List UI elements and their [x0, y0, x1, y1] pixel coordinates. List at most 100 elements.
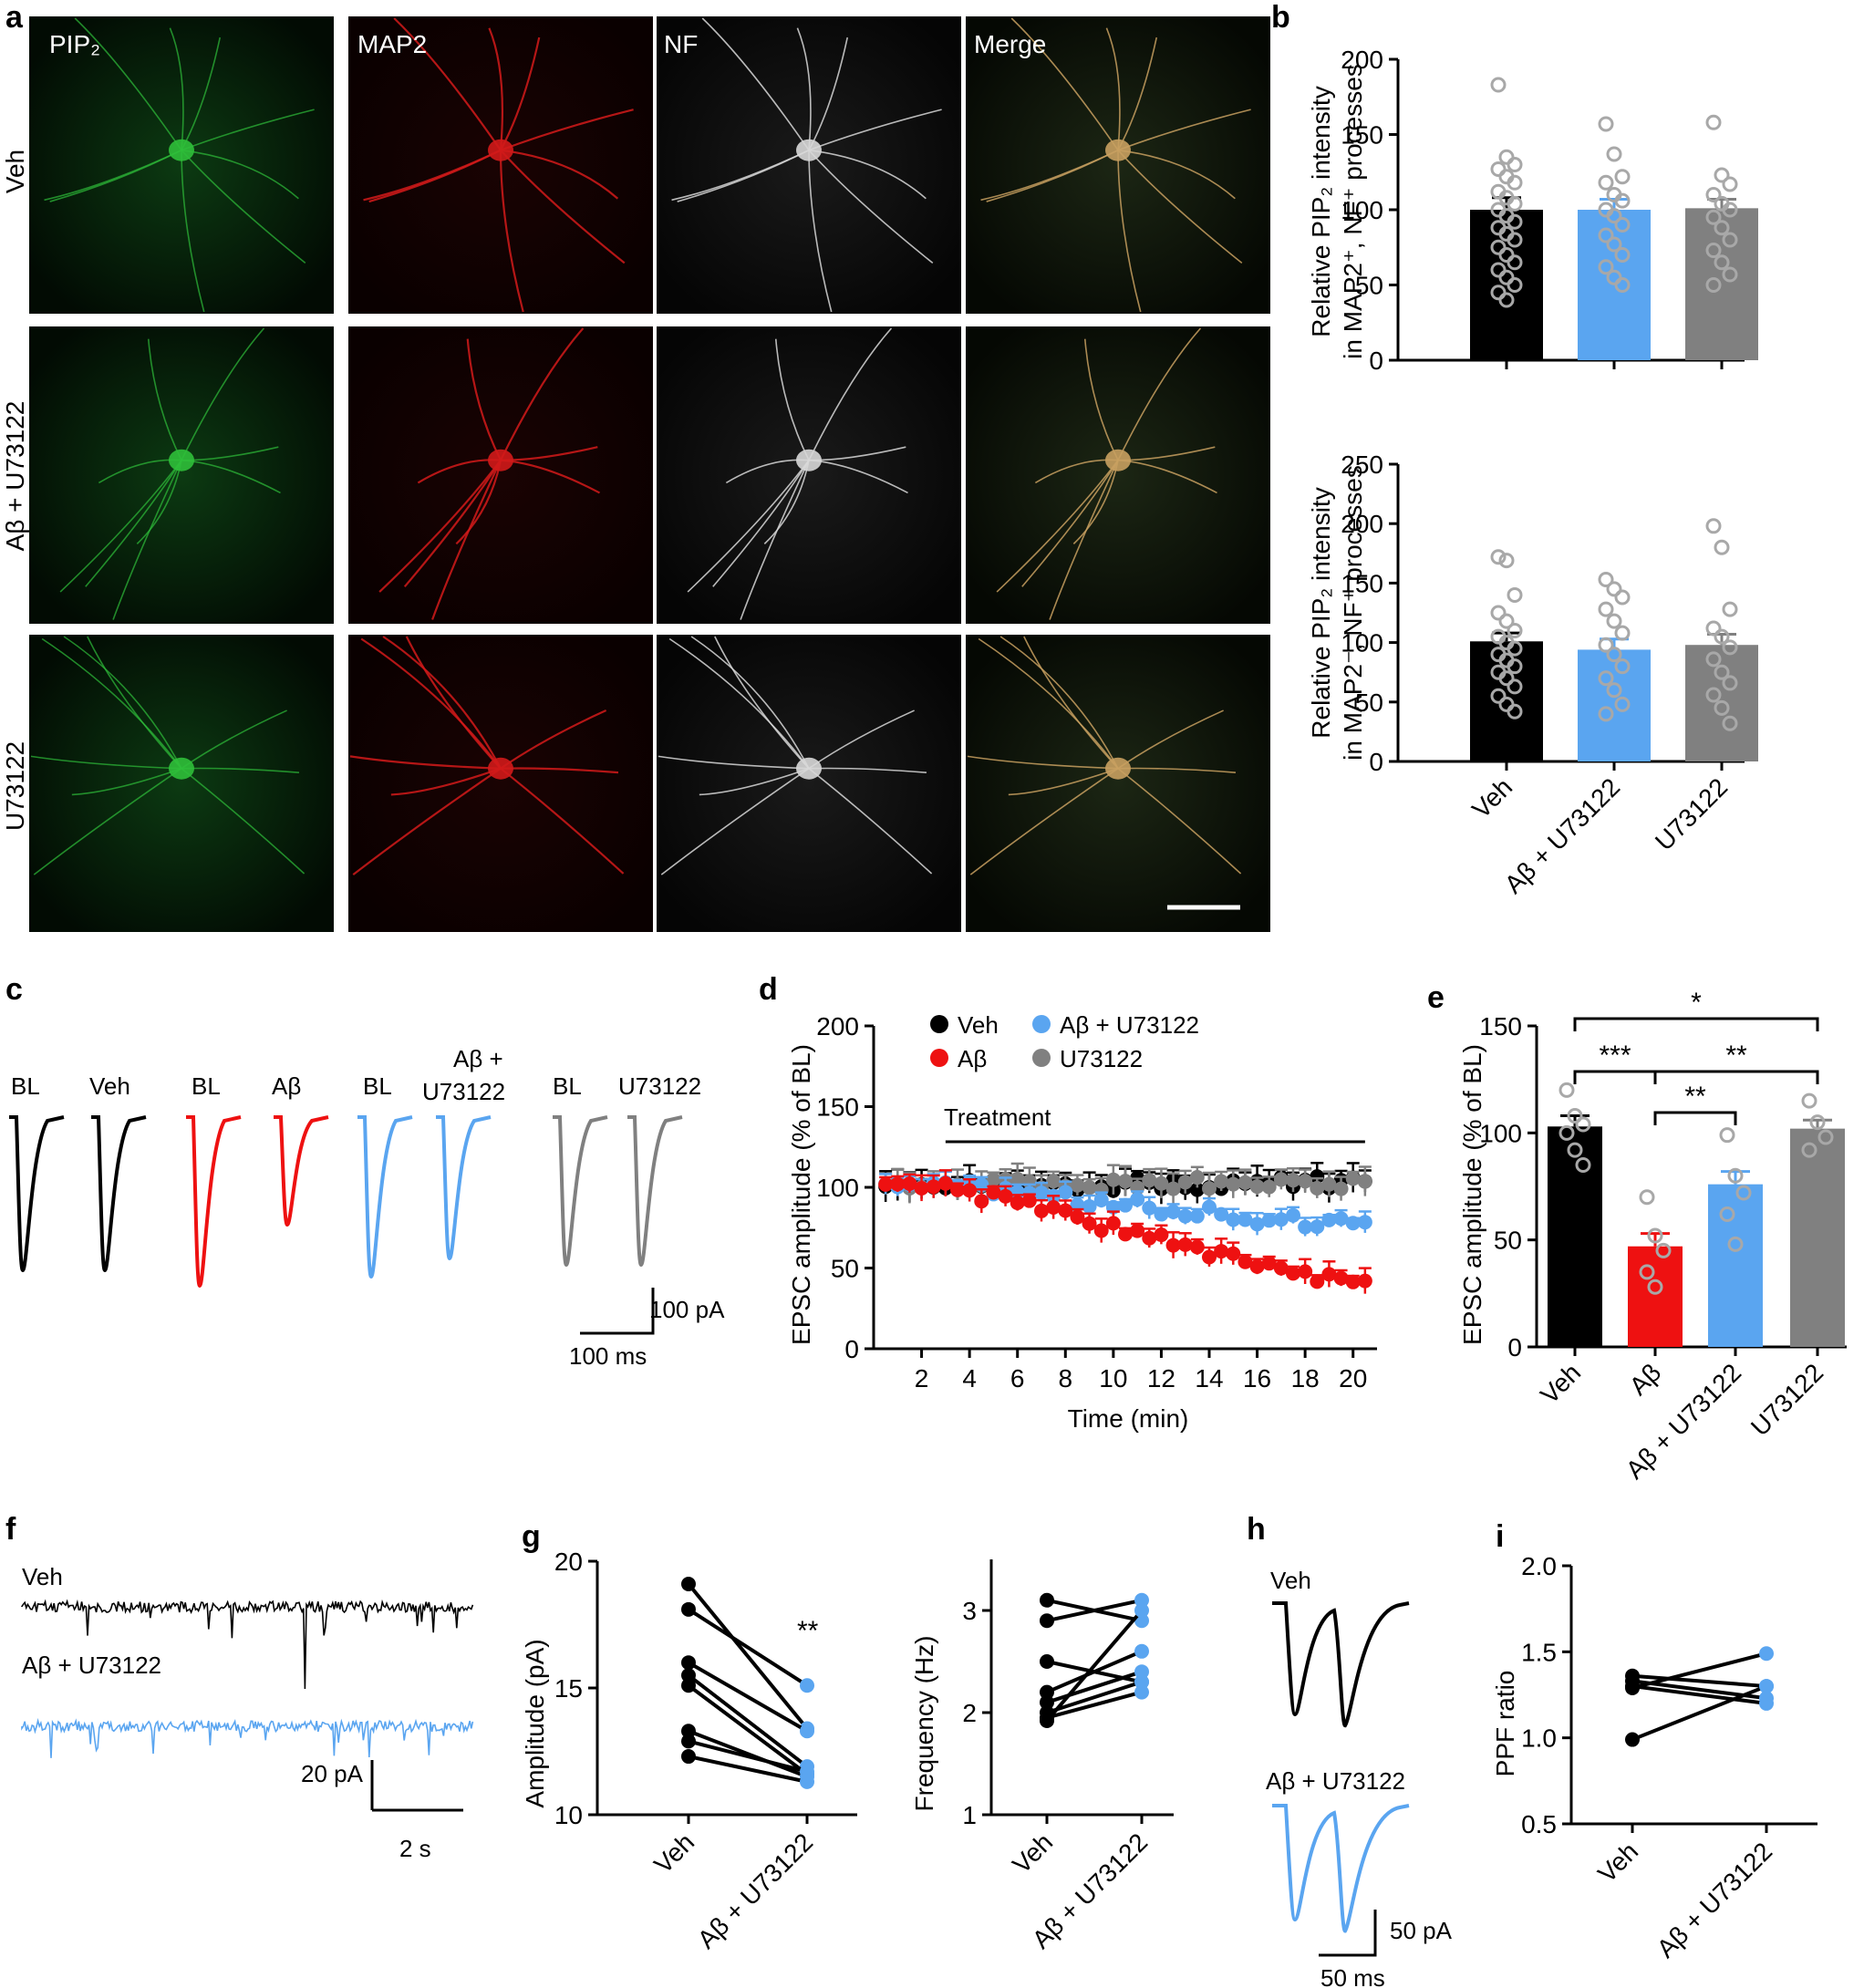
bar	[1548, 1126, 1602, 1347]
data-point	[1507, 195, 1523, 212]
c-tx-label-2: Aβ	[272, 1072, 301, 1100]
b-top-ylabel-1: Relative PIP₂ intensity	[1307, 86, 1335, 337]
data-point	[1261, 1213, 1277, 1228]
data-point	[1040, 1694, 1054, 1710]
significance-label: **	[1725, 1041, 1747, 1071]
data-point	[1606, 146, 1622, 162]
panel-letter-b: b	[1271, 0, 1290, 35]
neurite	[712, 460, 810, 587]
x-category-label: Veh	[1535, 1358, 1586, 1409]
cell-body	[488, 139, 513, 161]
neurite	[30, 755, 182, 770]
c-scale-x: 100 ms	[569, 1342, 647, 1370]
y-tick-label: 0	[844, 1335, 859, 1363]
neurite	[405, 636, 502, 770]
data-point	[1165, 1181, 1181, 1196]
pair-line	[1045, 1609, 1144, 1723]
data-point	[1261, 1256, 1277, 1271]
pair-line	[687, 1683, 809, 1776]
data-point	[1226, 1246, 1241, 1261]
data-point	[1705, 687, 1722, 703]
data-point	[1286, 1266, 1300, 1281]
neurite	[378, 460, 502, 593]
data-point	[1490, 160, 1507, 177]
data-point	[1727, 1236, 1744, 1252]
y-tick-label: 0.5	[1521, 1810, 1557, 1838]
micrograph-nf-row3	[657, 635, 961, 932]
data-point	[902, 1175, 917, 1191]
data-point	[914, 1180, 929, 1196]
f-trace-label-veh: Veh	[22, 1563, 63, 1590]
neurite	[978, 637, 1119, 770]
epsc-trace	[627, 1115, 683, 1268]
sepsc-recording	[21, 1599, 474, 1690]
neurite	[808, 36, 849, 151]
y-tick-label: 20	[554, 1548, 583, 1576]
micrograph-pip2-row1	[29, 16, 334, 314]
channel-label-map2: MAP2	[357, 30, 427, 58]
data-point	[1046, 1174, 1061, 1189]
data-point	[1614, 625, 1631, 641]
data-point	[1507, 174, 1523, 191]
data-point	[1021, 1193, 1037, 1208]
cell-body	[1105, 139, 1131, 161]
micrograph-background	[348, 635, 653, 932]
data-point	[1722, 639, 1738, 656]
data-point	[1321, 1176, 1337, 1192]
epsc-trace	[186, 1115, 242, 1289]
data-point	[1202, 1199, 1217, 1215]
neurite	[169, 27, 184, 150]
x-tick-label: 14	[1195, 1364, 1223, 1393]
micrograph-background	[657, 635, 961, 932]
panel-c-traces	[9, 1115, 683, 1289]
data-point	[1134, 1603, 1149, 1618]
data-point	[1759, 1695, 1774, 1711]
c-bl-label-1: BL	[11, 1072, 40, 1100]
data-point	[1705, 243, 1722, 259]
neurite	[796, 27, 812, 150]
c-tx-label-3a: Aβ +	[453, 1045, 503, 1072]
micrograph-map2-row2	[348, 326, 653, 624]
x-tick-label: 16	[1243, 1364, 1271, 1393]
x-tick-label: 20	[1339, 1364, 1367, 1393]
neurite	[181, 36, 222, 151]
neurite	[808, 768, 933, 875]
data-point	[1705, 277, 1722, 293]
data-point	[1333, 1211, 1349, 1227]
neurite	[431, 460, 502, 620]
micrograph-background	[966, 635, 1270, 932]
data-point	[1614, 696, 1631, 712]
data-point	[1237, 1212, 1253, 1227]
data-point	[1357, 1273, 1372, 1289]
x-tick-label: 2	[915, 1364, 929, 1393]
neurite	[33, 768, 182, 875]
neurite	[49, 149, 182, 202]
data-point	[681, 1601, 696, 1617]
micrograph-map2-row3	[348, 635, 653, 932]
micrograph-pip2-row2	[29, 326, 334, 624]
e-ylabel: EPSC amplitude (% of BL)	[1458, 1044, 1486, 1345]
neurite	[85, 460, 182, 587]
neurite	[112, 460, 182, 620]
neurite	[390, 767, 502, 796]
significance-bracket	[1653, 1070, 1819, 1084]
data-point	[681, 1678, 696, 1693]
y-tick-label: 2	[962, 1699, 977, 1727]
data-point	[1093, 1223, 1109, 1238]
data-point	[926, 1179, 941, 1195]
neurite	[969, 768, 1119, 875]
h-scale-y: 50 pA	[1390, 1917, 1453, 1944]
data-point	[950, 1182, 965, 1197]
row-label-ab-u73122: Aβ + U73122	[1, 401, 29, 552]
neurite	[1117, 327, 1202, 461]
neurite	[59, 460, 182, 593]
y-tick-label: 100	[1341, 196, 1383, 224]
data-point	[1490, 688, 1507, 704]
panel-a-micrographs	[29, 16, 1270, 932]
data-point	[1507, 640, 1523, 657]
epsc-trace	[91, 1115, 147, 1273]
h-scale-bar	[1319, 1910, 1377, 1957]
data-point	[1105, 1172, 1121, 1187]
y-tick-label: 2.0	[1521, 1552, 1557, 1580]
